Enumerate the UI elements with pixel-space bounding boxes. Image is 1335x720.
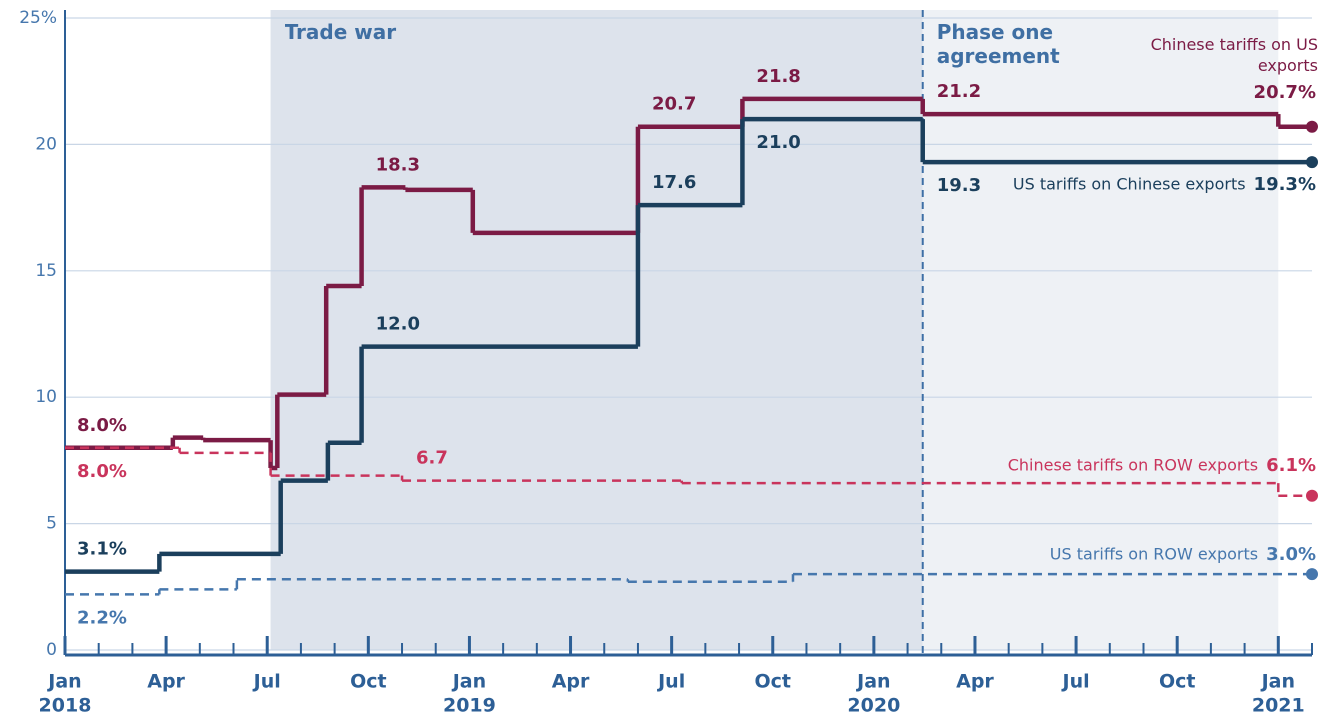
end-value-label: 6.1% (1266, 455, 1316, 476)
y-tick-label: 20 (35, 134, 57, 154)
end-point (1306, 156, 1318, 169)
x-tick-label: Apr (552, 671, 590, 693)
x-tick-label: Apr (956, 671, 994, 693)
x-year-label: 2020 (847, 695, 900, 717)
value-label: 21.0 (756, 132, 800, 153)
value-label: 6.7 (416, 448, 448, 469)
y-tick-label: 15 (35, 261, 57, 281)
y-tick-label: 5 (46, 514, 57, 534)
series-name: Chinese tariffs on US exports (1150, 35, 1318, 75)
region-label-box: Trade war (284, 20, 397, 44)
x-tick-label: Apr (147, 671, 185, 693)
x-tick-label: Jul (656, 671, 685, 693)
region-label: Trade war (284, 20, 397, 44)
series-name-box: Chinese tariffs on US exports (1150, 35, 1318, 75)
y-tick-label: 0 (46, 640, 57, 660)
x-tick-label: Jan (451, 671, 486, 693)
end-value-label: 3.0% (1266, 544, 1316, 565)
series-name: US tariffs on Chinese exports (1013, 175, 1246, 194)
region-label: Phase one agreement (936, 20, 1060, 68)
value-label: 21.2 (937, 81, 981, 102)
x-tick-label: Oct (350, 671, 387, 693)
region-label-box: Phase one agreement (936, 20, 1060, 68)
value-label: 12.0 (376, 314, 420, 335)
x-tick-label: Oct (1159, 671, 1196, 693)
x-tick-label: Jul (252, 671, 281, 693)
end-point (1306, 568, 1318, 581)
x-tick-label: Jan (855, 671, 890, 693)
value-label: 17.6 (652, 172, 696, 193)
value-label: 8.0% (77, 461, 127, 482)
x-tick-label: Jan (46, 671, 81, 693)
series-name: US tariffs on ROW exports (1050, 545, 1258, 564)
region-shade (270, 10, 923, 650)
x-year-label: 2019 (443, 695, 496, 717)
value-label: 20.7 (652, 94, 696, 115)
end-value-label: 20.7% (1254, 82, 1316, 103)
x-tick-label: Jan (1260, 671, 1295, 693)
x-year-label: 2018 (39, 695, 92, 717)
end-point (1306, 489, 1318, 502)
x-tick-label: Jul (1061, 671, 1090, 693)
end-value-label: 19.3% (1254, 174, 1316, 195)
value-label: 2.2% (77, 607, 127, 628)
value-label: 19.3 (937, 175, 981, 196)
value-label: 8.0% (77, 415, 127, 436)
value-label: 21.8 (756, 66, 800, 87)
value-label: 3.1% (77, 539, 127, 560)
y-tick-label: 10 (35, 387, 57, 407)
value-label: 18.3 (376, 154, 420, 175)
end-point (1306, 120, 1318, 133)
y-tick-label: 25% (19, 8, 57, 28)
x-year-label: 2021 (1252, 695, 1305, 717)
series-name: Chinese tariffs on ROW exports (1008, 456, 1258, 475)
x-tick-label: Oct (755, 671, 792, 693)
region-shade (922, 10, 1279, 650)
